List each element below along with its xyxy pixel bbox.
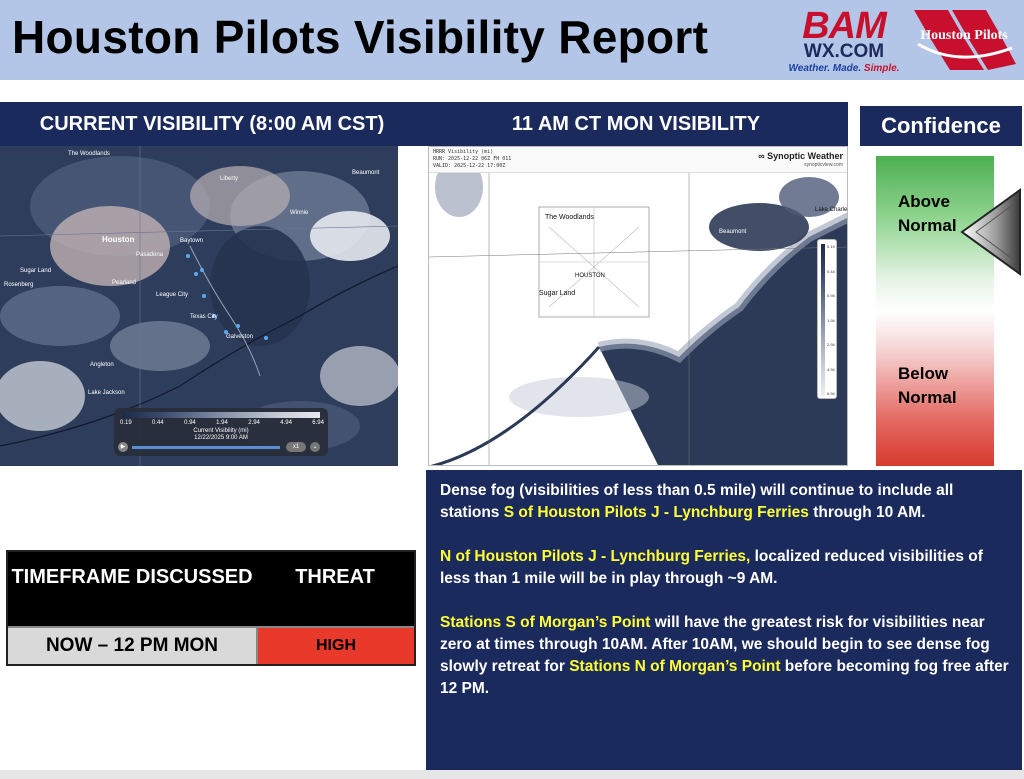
bam-logo-tagline: Weather. Made. Simple. (788, 63, 900, 74)
meta-line: RUN: 2025-12-22 06Z FH 011 (433, 156, 512, 162)
forecast-map-meta: HRRR Visibility (mi) RUN: 2025-12-22 06Z… (433, 149, 511, 170)
forecast-narrative: Dense fog (visibilities of less than 0.5… (426, 470, 1022, 772)
scale-tick: 0.19 (120, 420, 132, 426)
controls-variable: Current Visibility (mi) (193, 428, 249, 434)
map-label-winnie: Winnie (290, 210, 309, 216)
forecast-map-header: HRRR Visibility (mi) RUN: 2025-12-22 06Z… (429, 147, 847, 173)
fc-label-baytown: Beaumont (719, 229, 747, 235)
forecast-legend: 0.19 0.44 0.94 1.94 2.94 4.94 6.94 (817, 239, 837, 399)
timeline-slider[interactable] (132, 446, 280, 449)
houston-pilots-logo-text: Houston Pilots (920, 28, 1008, 43)
visibility-color-scale (122, 412, 320, 418)
scale-tick: 6.94 (312, 420, 324, 426)
map-label-angleton: Angleton (90, 362, 114, 368)
forecast-visibility-map: The Woodlands HOUSTON Sugar Land Galvest… (428, 146, 848, 466)
map-label-baytown: Baytown (180, 238, 203, 244)
map-label-galveston: Galveston (226, 334, 253, 340)
map-label-liberty: Liberty (220, 176, 238, 182)
fc-label-the-woodlands: The Woodlands (545, 214, 594, 221)
legend-value: 2.94 (827, 342, 835, 347)
map-label-sugar-land: Sugar Land (20, 268, 51, 274)
fc-label-sugar-land: Sugar Land (539, 290, 575, 297)
scale-tick: 0.94 (184, 420, 196, 426)
synoptic-brand: ∞ Synoptic Weather (758, 151, 843, 161)
scale-tick: 2.94 (248, 420, 260, 426)
narrative-paragraph-3: Stations S of Morgan’s Point will have t… (440, 614, 1009, 697)
forecast-visibility-heading: 11 AM CT MON VISIBILITY (424, 102, 848, 146)
title-banner: Houston Pilots Visibility Report BAM WX.… (0, 0, 1024, 80)
fc-label-galveston: Galveston (641, 335, 668, 341)
map-label-pearland: Pearland (112, 280, 136, 286)
scale-tick: 0.44 (152, 420, 164, 426)
forecast-legend-bar (821, 244, 825, 396)
timeframe-header: TIMEFRAME DISCUSSED (11, 566, 253, 588)
map-label-lake-jackson: Lake Jackson (88, 390, 125, 396)
synoptic-url: synopticview.com (804, 162, 843, 168)
timeframe-value: NOW – 12 PM MON (8, 626, 256, 664)
threat-header: THREAT (295, 566, 375, 588)
houston-pilots-mark-icon (914, 10, 1016, 70)
confidence-gradient (876, 156, 994, 466)
bam-logo-word: BAM (802, 5, 887, 47)
map-label-houston: Houston (102, 235, 135, 244)
fc-label-lake-charles: Lake Charles (815, 207, 848, 213)
threat-level: HIGH (256, 626, 414, 664)
legend-value: 1.94 (827, 317, 835, 323)
current-visibility-heading: CURRENT VISIBILITY (8:00 AM CST) (0, 102, 424, 146)
map-label-pasadena: Pasadena (136, 252, 164, 258)
narrative-paragraph-2: N of Houston Pilots J - Lynchburg Ferrie… (440, 548, 983, 587)
current-visibility-map: The Woodlands Liberty Beaumont Houston P… (0, 146, 398, 466)
legend-value: 0.94 (827, 293, 835, 298)
threat-table: TIMEFRAME DISCUSSED THREAT NOW – 12 PM M… (6, 550, 416, 666)
controls-title: Current Visibility (mi) 12/22/2025 9:00 … (114, 428, 328, 442)
map-label-the-woodlands: The Woodlands (68, 151, 110, 157)
legend-value: 0.19 (827, 244, 835, 249)
map-label-league-city: League City (156, 292, 188, 298)
meta-line: HRRR Visibility (mi) (433, 149, 494, 155)
bam-wx-logo: BAM WX.COM Weather. Made. Simple. (784, 6, 904, 76)
footer-bar (0, 770, 1024, 779)
forecast-map-image: The Woodlands HOUSTON Sugar Land Galvest… (429, 147, 848, 465)
scale-tick: 1.94 (216, 420, 228, 426)
fc-label-houston: HOUSTON (575, 273, 605, 279)
legend-value: 0.44 (827, 268, 835, 274)
confidence-heading: Confidence (860, 106, 1022, 146)
scale-tick: 4.94 (280, 420, 292, 426)
confidence-pointer-icon (960, 188, 1021, 276)
infinity-icon: ∞ (758, 151, 765, 161)
play-icon[interactable]: ▶ (118, 442, 128, 452)
map-playback-controls: 0.19 0.44 0.94 1.94 2.94 4.94 6.94 Curre… (114, 408, 328, 456)
map-label-beaumont: Beaumont (352, 170, 380, 176)
confidence-above-label: Above Normal (898, 192, 957, 235)
houston-pilots-logo: Houston Pilots (908, 4, 1020, 76)
page-title: Houston Pilots Visibility Report (12, 11, 709, 63)
confidence-below-label: Below Normal (898, 364, 957, 407)
forecast-legend-labels: 0.19 0.44 0.94 1.94 2.94 4.94 6.94 (827, 244, 835, 396)
chevron-down-icon[interactable]: ⌄ (310, 442, 320, 452)
controls-datetime: 12/22/2025 9:00 AM (194, 435, 248, 441)
legend-value: 6.94 (827, 391, 835, 396)
bam-logo-domain: WX.COM (803, 41, 885, 62)
speed-button[interactable]: x1 (286, 442, 306, 452)
map-label-rosenberg: Rosenberg (4, 282, 33, 288)
map-label-texas-city: Texas City (190, 314, 218, 320)
visibility-scale-ticks: 0.19 0.44 0.94 1.94 2.94 4.94 6.94 (120, 420, 324, 426)
narrative-paragraph-1: Dense fog (visibilities of less than 0.5… (440, 482, 954, 521)
legend-value: 4.94 (827, 366, 835, 372)
meta-line: VALID: 2025-12-22 17:00Z (433, 163, 506, 169)
